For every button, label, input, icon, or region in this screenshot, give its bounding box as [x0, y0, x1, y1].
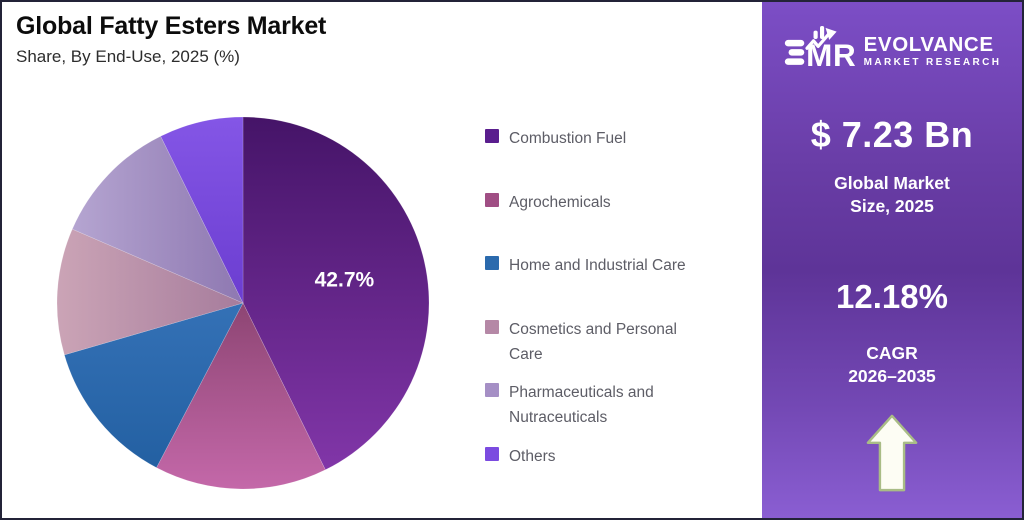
market-size-label-line2: Size, 2025 — [850, 196, 934, 216]
legend-swatch — [485, 446, 499, 461]
pie-chart: 42.7% — [56, 116, 430, 490]
page-title: Global Fatty Esters Market — [16, 12, 327, 40]
legend-label: Cosmetics and Personal Care — [509, 320, 677, 363]
pie-slice — [242, 116, 430, 471]
legend-item: Combustion Fuel — [485, 126, 691, 190]
legend-item: Home and Industrial Care — [485, 253, 691, 317]
up-arrow-icon — [866, 414, 918, 492]
legend-swatch — [485, 383, 499, 398]
pie-slice — [64, 302, 244, 469]
cagr-value: 12.18% — [836, 278, 948, 315]
legend-item: Pharmaceuticals and Nutraceuticals — [485, 380, 691, 444]
legend-label: Home and Industrial Care — [509, 257, 686, 275]
header: Global Fatty Esters Market Share, By End… — [16, 12, 326, 67]
cagr-label: CAGR 2026–2035 — [762, 342, 1022, 388]
pie-slice — [71, 135, 244, 304]
legend-swatch — [485, 129, 499, 143]
cagr-label-line1: CAGR — [866, 343, 918, 363]
market-size-label-line1: Global Market — [834, 173, 950, 193]
brand-logo: M R EVOLVANCE MARKET RESEARCH — [762, 24, 1022, 78]
legend-label: Pharmaceuticals and Nutraceuticals — [509, 384, 654, 427]
page-subtitle: Share, By End-Use, 2025 (%) — [16, 47, 240, 66]
market-size-label: Global Market Size, 2025 — [762, 172, 1022, 218]
pie-slice — [160, 116, 244, 304]
legend-label: Others — [509, 447, 556, 465]
cagr-label-line2: 2026–2035 — [848, 366, 936, 386]
pie-slice — [56, 228, 244, 356]
legend-item: Others — [485, 444, 691, 508]
brand-name: EVOLVANCE — [863, 33, 994, 56]
legend-swatch — [485, 256, 499, 271]
sidebar-panel: M R EVOLVANCE MARKET RESEARCH $ 7.23 Bn … — [762, 2, 1022, 518]
growth-arrow — [762, 414, 1022, 497]
legend-label: Agrochemicals — [509, 193, 611, 211]
legend: Combustion Fuel Agrochemicals Home and I… — [485, 126, 691, 508]
brand-tagline: MARKET RESEARCH — [863, 57, 1002, 68]
pie-slice — [156, 302, 326, 490]
monogram-letter-r: R — [833, 38, 856, 73]
emr-monogram-icon: M R — [784, 26, 856, 73]
legend-swatch — [485, 319, 499, 334]
market-size-value: $ 7.23 Bn — [810, 114, 974, 155]
legend-item: Cosmetics and Personal Care — [485, 317, 691, 381]
legend-label: Combustion Fuel — [509, 130, 627, 147]
brand-text: EVOLVANCE MARKET RESEARCH — [863, 33, 1002, 69]
legend-item: Agrochemicals — [485, 190, 691, 254]
pie-slice-label: 42.7% — [315, 268, 375, 291]
legend-swatch — [485, 192, 499, 207]
